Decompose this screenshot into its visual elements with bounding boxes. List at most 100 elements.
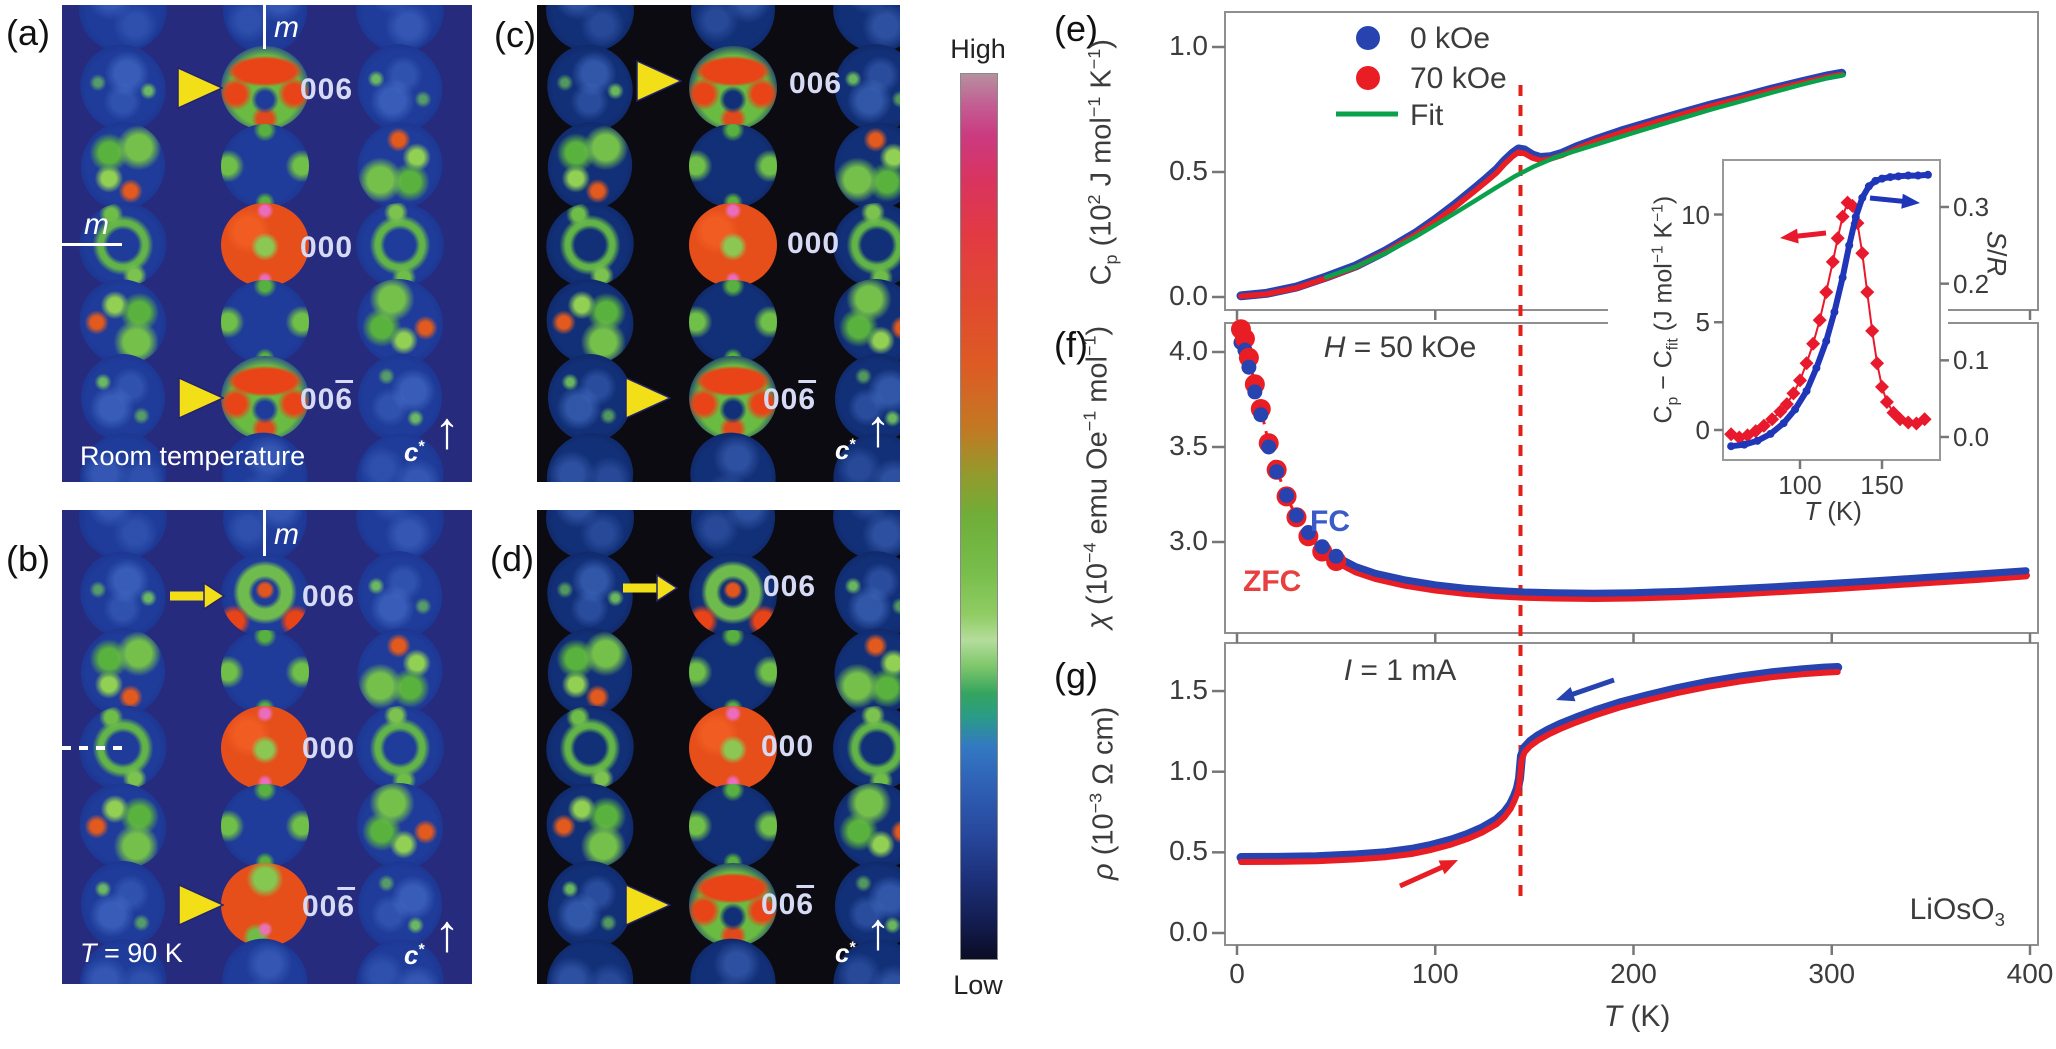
yellow-triangle-marker-icon bbox=[625, 884, 671, 926]
reflection-label-bar: 006 bbox=[302, 890, 356, 923]
diffraction-disk bbox=[689, 553, 777, 637]
diffraction-disk bbox=[689, 863, 777, 947]
diffraction-disk bbox=[689, 203, 777, 287]
c-axis-label: c* bbox=[404, 437, 425, 467]
panel-note: Room temperature bbox=[80, 441, 306, 471]
diffraction-disk bbox=[221, 553, 309, 637]
reflection-label: 000 bbox=[761, 730, 815, 763]
panel-c-letter: (c) bbox=[494, 14, 536, 55]
diffraction-disk bbox=[221, 863, 309, 947]
c-axis-up-arrow-icon: ↑ bbox=[434, 905, 460, 963]
diffraction-disk bbox=[689, 46, 777, 130]
panel-d-letter: (d) bbox=[490, 538, 534, 579]
e-ytick-label: 0.0 bbox=[1169, 280, 1208, 311]
diffraction-disk bbox=[221, 356, 309, 440]
legend-label: 0 kOe bbox=[1410, 22, 1491, 55]
mirror-line bbox=[263, 5, 266, 49]
fc-label: FC bbox=[1310, 505, 1350, 538]
g-ytick-label: 1.5 bbox=[1169, 674, 1208, 706]
diffraction-disk bbox=[221, 124, 309, 208]
inset-right-ytick-label: 0.0 bbox=[1953, 422, 1990, 452]
reflection-label: 000 bbox=[787, 227, 841, 260]
diffraction-disk bbox=[221, 706, 309, 790]
panel-f-letter: (f) bbox=[1054, 324, 1088, 365]
panel-c-diffraction-image: 006 000 006 c* ↑ bbox=[537, 5, 900, 482]
mirror-label: m bbox=[274, 518, 299, 551]
diffraction-disk bbox=[689, 356, 777, 440]
c-axis-up-arrow-icon: ↑ bbox=[434, 402, 460, 460]
inset-right-y-axis-title: S/R bbox=[1981, 230, 2012, 277]
panel-b-letter: (b) bbox=[6, 538, 50, 579]
inset-xtick-label: 150 bbox=[1860, 470, 1904, 500]
inset-left-y-axis-title: Cp − Cfit (J mol−1 K−1) bbox=[1649, 195, 1682, 424]
yellow-triangle-marker-icon bbox=[178, 377, 224, 419]
yellow-triangle-marker-icon bbox=[636, 60, 682, 102]
g-ytick-label: 0.0 bbox=[1169, 916, 1208, 947]
yellow-triangle-marker-icon bbox=[177, 67, 223, 109]
legend-label: 70 kOe bbox=[1410, 62, 1507, 95]
inset-left-ytick-label: 0 bbox=[1695, 415, 1710, 445]
c-axis-up-arrow-icon: ↑ bbox=[865, 400, 891, 458]
reflection-label-bar: 006 bbox=[761, 888, 815, 921]
diffraction-disk bbox=[689, 124, 777, 208]
yellow-arrow-marker-icon bbox=[623, 573, 679, 603]
inset-xtick-label: 100 bbox=[1778, 470, 1822, 500]
panel-e-letter: (e) bbox=[1054, 8, 1098, 49]
c-axis-label: c* bbox=[404, 940, 425, 970]
mirror-dashed-line bbox=[62, 746, 128, 750]
mirror-label: m bbox=[274, 11, 299, 44]
f-field-annotation: H = 50 kOe bbox=[1323, 331, 1477, 364]
yellow-arrow-marker-icon bbox=[170, 581, 226, 611]
e-ytick-label: 0.5 bbox=[1169, 155, 1208, 186]
inset-left-ytick-label: 5 bbox=[1695, 307, 1710, 338]
g-y-axis-title: ρ (10−3 Ω cm) bbox=[1085, 706, 1120, 880]
c-axis-up-arrow-icon: ↑ bbox=[865, 903, 891, 961]
x-tick-label: 400 bbox=[2006, 958, 2054, 989]
f-ytick-label: 3.0 bbox=[1169, 525, 1208, 556]
diffraction-disk bbox=[221, 203, 309, 287]
diffraction-disk bbox=[221, 280, 309, 364]
intensity-colorbar bbox=[960, 73, 998, 960]
g-ytick-label: 1.0 bbox=[1169, 754, 1208, 786]
diffraction-disk bbox=[689, 630, 777, 714]
yellow-triangle-marker-icon bbox=[625, 377, 671, 419]
x-axis-title: T (K) bbox=[1603, 1000, 1671, 1033]
sample-name-label: LiOsO3 bbox=[1909, 893, 2005, 930]
mirror-line bbox=[62, 243, 122, 246]
reflection-label-bar: 006 bbox=[300, 383, 354, 416]
e-y-axis-title: Cp (102 J mol−1 K−1) bbox=[1083, 39, 1122, 286]
x-tick-label: 300 bbox=[1808, 958, 1856, 989]
panel-d-diffraction-image: 006 000 006 c* ↑ bbox=[537, 510, 900, 984]
legend-label: Fit bbox=[1410, 99, 1444, 132]
diffraction-disk bbox=[689, 280, 777, 364]
inset-left-ytick-label: 10 bbox=[1681, 199, 1710, 230]
diffraction-disk bbox=[221, 630, 309, 714]
panel-g-letter: (g) bbox=[1054, 655, 1098, 696]
f-y-axis-title: χ (10−4 emu Oe−1 mol−1) bbox=[1079, 325, 1114, 629]
x-tick-label: 0 bbox=[1229, 958, 1245, 989]
diffraction-disk bbox=[689, 784, 777, 868]
inset-right-ytick-label: 0.2 bbox=[1953, 268, 1990, 299]
colorbar-low-label: Low bbox=[953, 970, 1003, 1000]
panel-a-diffraction-image: m m 006 000 006 Room temperature c* ↑ bbox=[62, 5, 472, 482]
yellow-triangle-marker-icon bbox=[178, 884, 224, 926]
reflection-label: 006 bbox=[763, 570, 817, 603]
e-ytick-label: 1.0 bbox=[1169, 30, 1208, 61]
x-tick-label: 200 bbox=[1610, 958, 1657, 989]
c-axis-label: c* bbox=[835, 938, 856, 968]
reflection-label: 006 bbox=[302, 580, 356, 613]
g-ytick-label: 0.5 bbox=[1169, 835, 1208, 867]
reflection-label: 000 bbox=[302, 732, 356, 765]
reflection-label: 000 bbox=[300, 231, 354, 264]
panel-a-letter: (a) bbox=[6, 12, 50, 53]
diffraction-disk bbox=[221, 784, 309, 868]
reflection-label: 006 bbox=[300, 73, 354, 106]
diffraction-disk bbox=[221, 46, 309, 130]
panel-note: T = 90 K bbox=[80, 938, 183, 968]
mirror-label: m bbox=[84, 208, 109, 241]
x-tick-label: 100 bbox=[1411, 958, 1459, 989]
c-axis-label: c* bbox=[835, 435, 856, 465]
reflection-label: 006 bbox=[789, 67, 843, 100]
